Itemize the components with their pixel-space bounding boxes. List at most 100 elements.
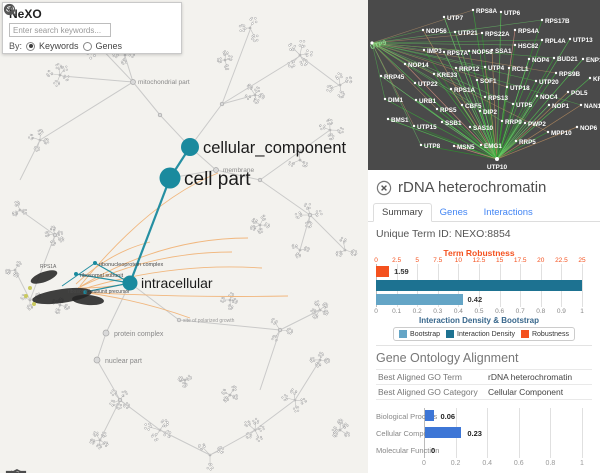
gene-label[interactable]: RPS22A <box>485 31 510 38</box>
interaction-edge <box>371 42 422 146</box>
gene-label[interactable]: BUD21 <box>557 56 578 63</box>
gene-label[interactable]: NOP58 <box>472 49 493 56</box>
term-label[interactable]: cellular_component <box>203 139 347 157</box>
search-input[interactable] <box>9 23 111 37</box>
interaction-edge <box>496 11 502 160</box>
gene-label[interactable]: SSB1 <box>445 120 462 127</box>
gene-label-hub[interactable]: UTP9 <box>370 39 388 51</box>
gene-label[interactable]: UTP7 <box>447 15 464 22</box>
highlight-edge-orange <box>75 241 151 285</box>
gene-label[interactable]: NOP4 <box>532 57 550 64</box>
gene-label[interactable]: NOP56 <box>426 28 447 35</box>
gene-label[interactable]: KRR1 <box>593 76 600 83</box>
gene-label[interactable]: HSC82 <box>518 43 539 50</box>
tree-node[interactable] <box>93 261 97 265</box>
fractal-cluster <box>310 300 329 320</box>
gene-label[interactable]: RPS1A <box>454 87 475 94</box>
gene-label[interactable]: IMP3 <box>427 48 442 55</box>
tree-node[interactable] <box>213 167 219 173</box>
gene-label[interactable]: KRE33 <box>437 72 458 79</box>
gene-label[interactable]: RPL4A <box>545 38 566 45</box>
gene-label[interactable]: RRP9 <box>505 119 522 126</box>
term-label[interactable]: intracellular <box>141 275 213 291</box>
gene-label[interactable]: RPS13 <box>488 95 508 102</box>
interaction-network-panel[interactable]: RPS8A UTP6 RPS17B UTP7 NOP56 UTP21 RPS22A RPS4A… <box>368 0 600 170</box>
gene-label[interactable]: DIP2 <box>483 109 497 116</box>
radio-keywords[interactable] <box>26 41 36 51</box>
gene-label[interactable]: NAN1 <box>584 103 600 110</box>
go-category-chart: 0 0.2 0.4 0.6 0.8 1 Biological Process 0.06 Cell… <box>376 408 592 470</box>
term-node-intracellular[interactable] <box>122 275 138 291</box>
tree-node[interactable] <box>257 177 263 183</box>
gene-label[interactable]: CBF5 <box>465 103 482 110</box>
gene-label[interactable]: MSN5 <box>457 144 475 151</box>
fractal-cluster <box>27 128 50 152</box>
gene-label[interactable]: MPP10 <box>551 130 572 137</box>
fractal-cluster <box>198 443 225 471</box>
gene-label[interactable]: UTP20 <box>539 79 559 86</box>
tree-node[interactable] <box>157 112 163 118</box>
gene-label[interactable]: UTP22 <box>418 81 438 88</box>
gene-label[interactable]: NOP6 <box>580 125 598 132</box>
term-node-cell_part[interactable] <box>159 167 181 189</box>
gene-label[interactable]: UTP5 <box>516 102 533 109</box>
gene-label[interactable]: RPS5 <box>440 107 457 114</box>
fractal-cluster <box>144 419 172 442</box>
gene-label[interactable]: SSA1 <box>495 48 512 55</box>
gene-label[interactable]: RPS4A <box>518 28 539 35</box>
gene-label[interactable]: RRP45 <box>384 74 405 81</box>
gene-label[interactable]: RPS9B <box>559 71 580 78</box>
tree-node[interactable] <box>83 290 87 294</box>
gene-label[interactable]: URB1 <box>419 98 437 105</box>
tree-edge <box>279 309 321 331</box>
tree-node[interactable] <box>102 329 110 337</box>
tree-node[interactable] <box>307 212 313 218</box>
tree-node[interactable] <box>219 101 225 107</box>
gene-label[interactable]: ENP1 <box>586 57 600 64</box>
tree-node[interactable] <box>176 317 182 323</box>
gene-label[interactable]: DIM1 <box>388 97 404 104</box>
gene-label-hub[interactable]: UTP10 <box>487 164 508 170</box>
tree-node[interactable] <box>117 397 123 403</box>
gene-label[interactable]: RPS17B <box>545 18 570 25</box>
tree-node[interactable] <box>277 327 283 333</box>
term-label[interactable]: cell part <box>184 169 251 190</box>
gene-label[interactable]: UTP6 <box>504 10 521 17</box>
gene-label[interactable]: BMS1 <box>391 117 409 124</box>
gene-label[interactable]: UTP18 <box>510 85 530 92</box>
tab-interactions[interactable]: Interactions <box>483 207 533 218</box>
gene-label[interactable]: RRP5 <box>519 139 536 146</box>
tree-node[interactable] <box>52 232 58 238</box>
radio-genes[interactable] <box>82 41 92 51</box>
term-node-cellular_component[interactable] <box>181 138 199 156</box>
close-icon[interactable] <box>376 180 392 196</box>
gene-label[interactable]: NOP14 <box>408 62 429 69</box>
tree-node[interactable] <box>93 356 101 364</box>
tree-node[interactable] <box>74 272 78 276</box>
gene-label[interactable]: NOC4 <box>540 94 558 101</box>
tree-node[interactable] <box>130 79 136 85</box>
gene-label[interactable]: PWP2 <box>528 121 546 128</box>
gene-label[interactable]: RPS7A <box>447 50 468 57</box>
interaction-edge <box>413 125 498 160</box>
gene-label[interactable]: UTP4 <box>488 65 505 72</box>
gene-label[interactable]: RCL1 <box>512 66 529 73</box>
gene-label[interactable]: UTP15 <box>417 124 437 131</box>
gene-label[interactable]: UTP13 <box>573 37 593 44</box>
gene-label[interactable]: RPS8A <box>476 8 497 15</box>
gene-label[interactable]: EMG1 <box>484 143 502 150</box>
bar-bootstrap <box>376 294 463 305</box>
gene-label[interactable]: RRP12 <box>459 66 480 73</box>
gene-label[interactable]: UTP8 <box>424 143 441 150</box>
tree-edge <box>299 55 341 87</box>
gene-label[interactable]: UTP21 <box>458 30 478 37</box>
gene-label[interactable]: SAS10 <box>473 125 493 132</box>
gene-label[interactable]: POL5 <box>571 90 588 97</box>
tab-genes[interactable]: Genes <box>439 207 468 218</box>
gene-label[interactable]: NOP1 <box>552 103 570 110</box>
tab-summary[interactable]: Summary <box>373 203 432 222</box>
gene-label[interactable]: SOF1 <box>480 78 497 85</box>
